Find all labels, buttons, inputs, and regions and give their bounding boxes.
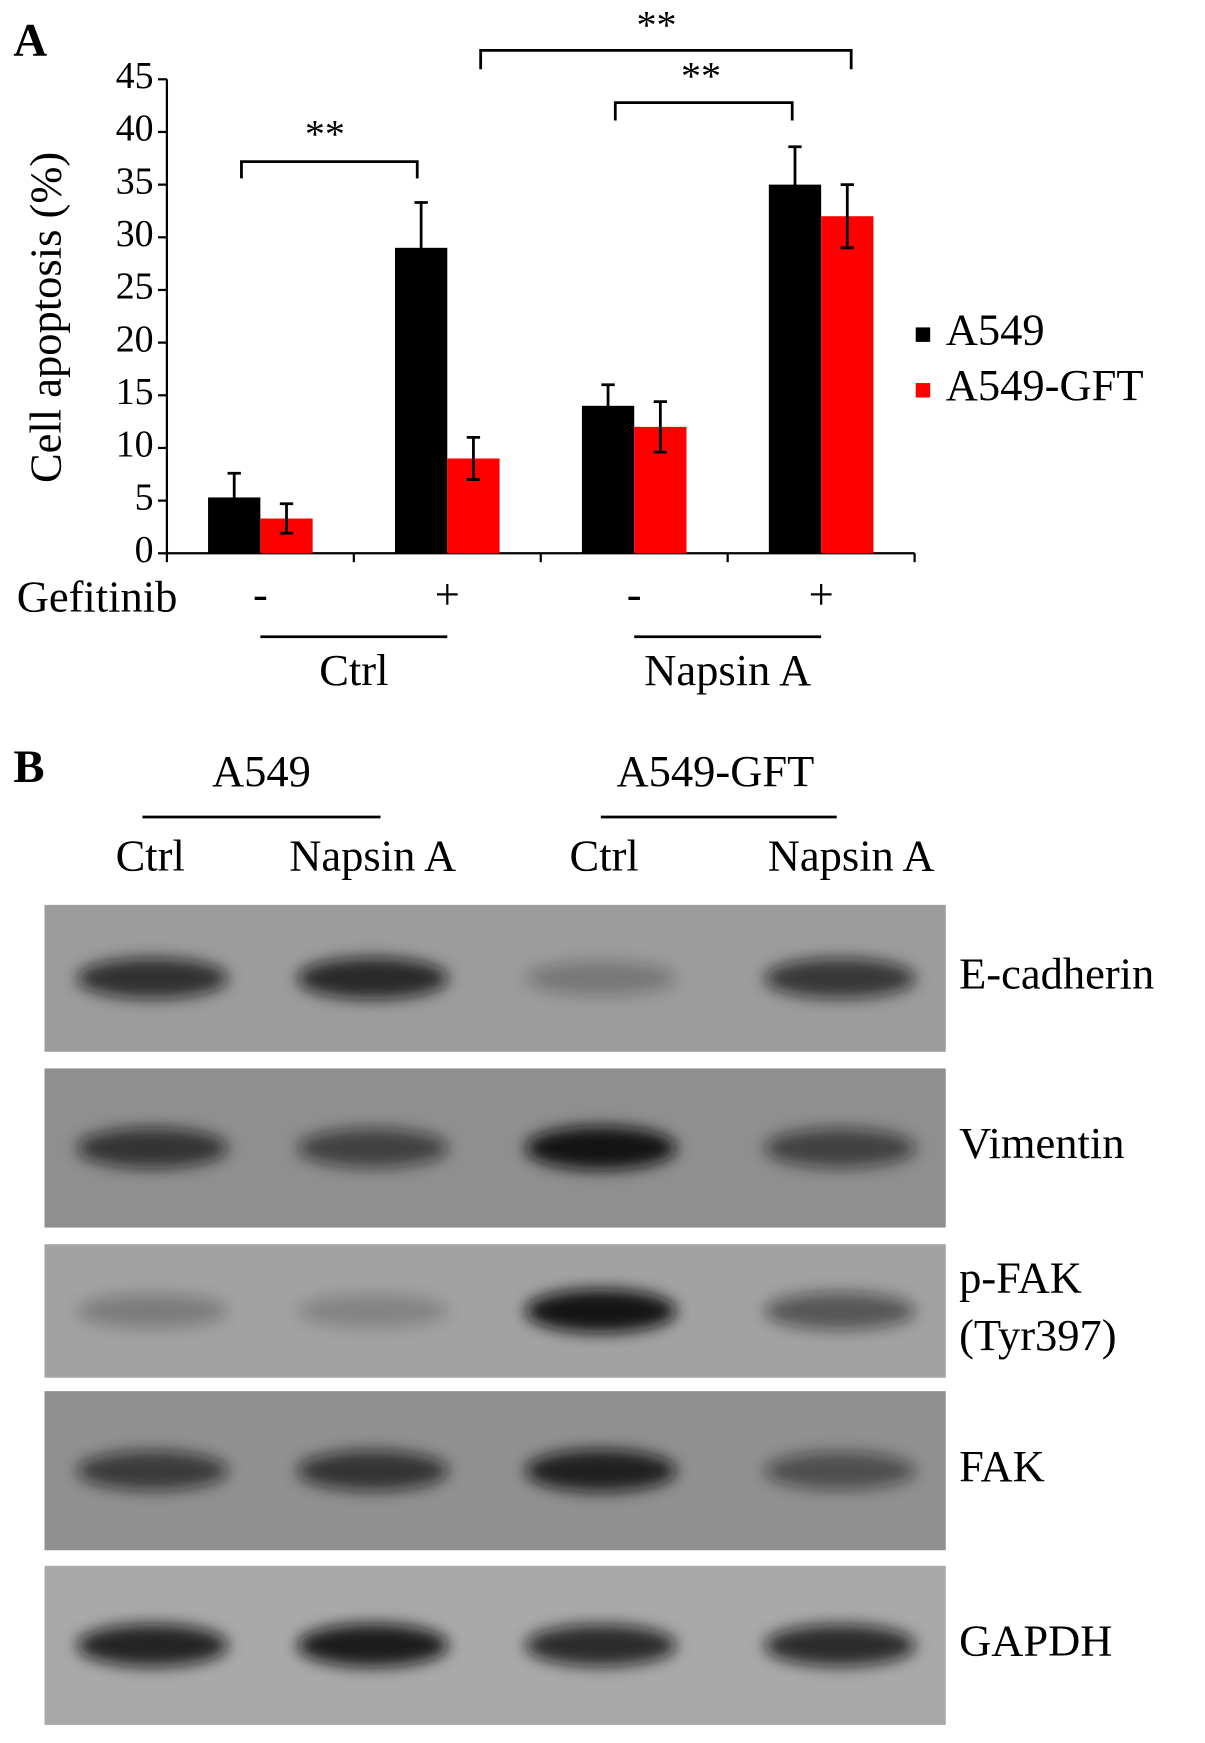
y-tick-label: 15 <box>116 371 154 413</box>
legend-label: A549-GFT <box>946 360 1144 410</box>
x-tick-label: - <box>627 569 642 619</box>
y-tick-label: 40 <box>116 108 154 150</box>
blot-label: FAK <box>959 1441 1045 1491</box>
blot-band <box>764 1451 916 1490</box>
blot-band <box>297 1450 449 1491</box>
blot-band <box>764 1624 916 1667</box>
row-label: Gefitinib <box>17 571 178 621</box>
significance-bracket <box>613 101 794 121</box>
y-tick-label: 25 <box>116 266 154 308</box>
blot-band <box>297 1623 449 1667</box>
blot-band <box>76 1293 229 1329</box>
blot-band <box>297 1128 449 1168</box>
blot-band <box>76 1624 229 1667</box>
blot-band <box>525 1449 677 1492</box>
bar <box>394 247 448 554</box>
x-tick-label: + <box>435 569 460 619</box>
y-tick-label: 35 <box>116 160 154 202</box>
error-bar <box>788 145 802 224</box>
blot-band <box>764 958 916 999</box>
bar <box>768 184 822 554</box>
y-tick-label: 0 <box>135 529 154 571</box>
blot-label: Vimentin <box>959 1118 1124 1168</box>
blot-band <box>525 961 677 996</box>
error-bar <box>601 383 615 429</box>
blot-label: (Tyr397) <box>959 1310 1117 1360</box>
error-bar <box>840 183 854 250</box>
significance-bracket <box>240 160 419 179</box>
bar <box>581 405 635 554</box>
blot-label: E-cadherin <box>959 949 1154 999</box>
blot-label: p-FAK <box>959 1252 1082 1302</box>
blot-band <box>297 957 449 1000</box>
panel-label: B <box>13 741 44 793</box>
legend-swatch <box>915 327 931 342</box>
error-bar <box>227 471 241 524</box>
significance-bracket <box>479 48 853 70</box>
error-bar <box>279 502 294 535</box>
y-tick-label: 5 <box>135 476 154 518</box>
y-tick-label: 20 <box>116 318 154 360</box>
x-tick-label: + <box>809 569 834 619</box>
group-label: A549 <box>212 746 311 796</box>
lane-label: Ctrl <box>570 831 639 881</box>
error-bar <box>414 201 428 295</box>
panel-label: A <box>13 15 47 67</box>
group-label: Napsin A <box>644 645 811 695</box>
blot-band <box>764 1128 916 1168</box>
legend-swatch <box>915 383 931 398</box>
blot-band <box>764 1292 916 1330</box>
legend-label: A549 <box>946 304 1045 354</box>
blot-band <box>525 1624 677 1667</box>
group-label: A549-GFT <box>617 746 815 796</box>
lane-label: Napsin A <box>768 831 935 881</box>
blot-band <box>525 1289 677 1333</box>
significance-label: ** <box>305 111 345 156</box>
blot-band <box>76 957 229 999</box>
error-bar <box>466 436 481 481</box>
x-tick-label: - <box>253 569 268 619</box>
lane-label: Napsin A <box>289 831 456 881</box>
y-tick-label: 10 <box>116 424 154 466</box>
y-axis-label: Cell apoptosis (%) <box>20 152 70 483</box>
blot-band <box>76 1127 229 1169</box>
y-tick-label: 45 <box>116 55 154 97</box>
bar <box>821 216 874 554</box>
blot-band <box>297 1294 449 1328</box>
group-label: Ctrl <box>319 645 388 695</box>
y-tick-label: 30 <box>116 213 154 255</box>
significance-label: ** <box>681 54 721 99</box>
blot-band <box>76 1450 229 1491</box>
significance-label: ** <box>636 2 676 47</box>
blot-label: GAPDH <box>959 1616 1112 1666</box>
lane-label: Ctrl <box>116 831 185 881</box>
blot-band <box>525 1126 677 1170</box>
error-bar <box>653 400 668 454</box>
